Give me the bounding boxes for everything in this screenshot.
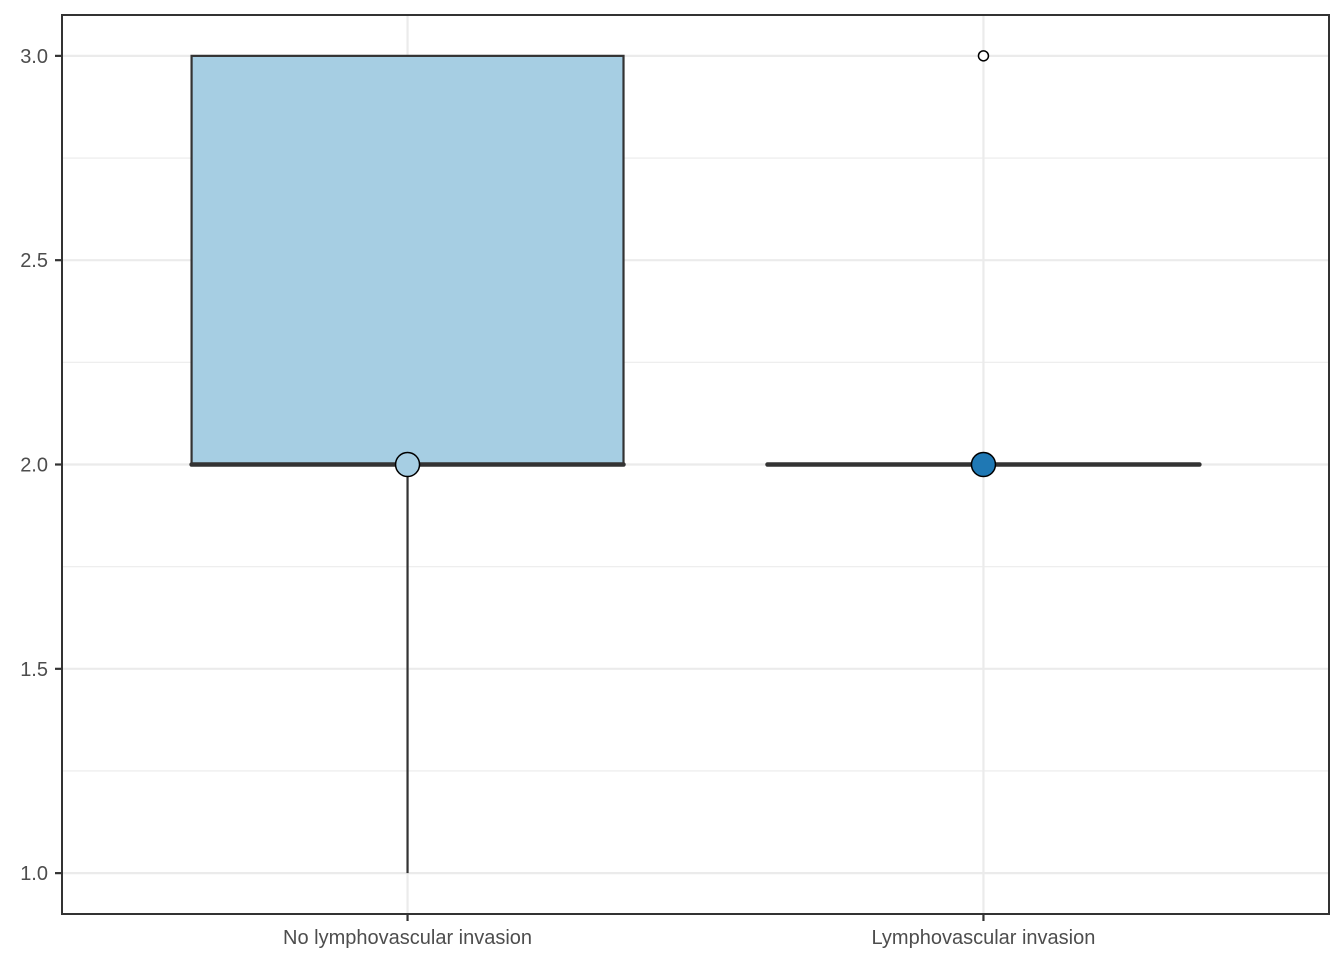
- y-tick-label: 3.0: [20, 46, 48, 68]
- x-tick-label: Lymphovascular invasion: [872, 927, 1096, 949]
- y-axis: 1.0 1.5 2.0 2.5 3.0: [20, 46, 62, 885]
- x-axis: No lymphovascular invasion Lymphovascular…: [283, 914, 1095, 949]
- box-iqr: [190, 54, 625, 466]
- outlier-point: [977, 50, 990, 62]
- y-tick-label: 1.0: [20, 863, 48, 885]
- y-tick-label: 2.5: [20, 250, 48, 272]
- mean-point: [970, 451, 997, 478]
- boxes-layer: [189, 50, 1202, 874]
- y-tick-label: 2.0: [20, 455, 48, 477]
- y-tick-label: 1.5: [20, 659, 48, 681]
- mean-point: [394, 451, 421, 478]
- x-tick-label: No lymphovascular invasion: [283, 927, 532, 949]
